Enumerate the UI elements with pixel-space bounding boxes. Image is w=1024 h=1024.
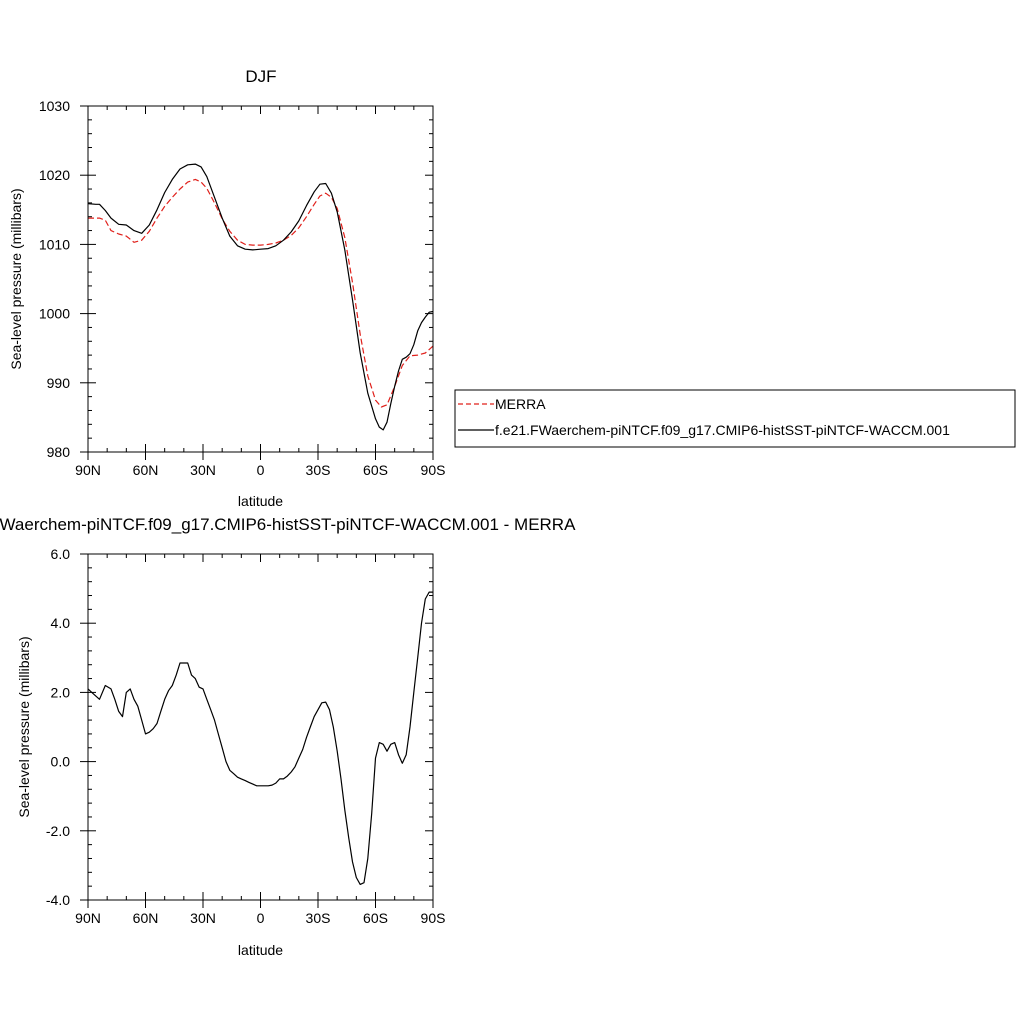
top-plot-frame [87, 105, 434, 453]
bottom-y-tick-label: 2.0 [51, 684, 71, 700]
bottom-panel: f.e21.FWaerchem-piNTCF.f09_g17.CMIP6-his… [0, 515, 576, 958]
legend-label-merra: MERRA [495, 396, 546, 412]
top-x-tick-label: 90N [75, 462, 101, 478]
top-series-line-1 [87, 163, 434, 431]
top-x-axis-title: latitude [238, 493, 283, 509]
bottom-x-axis-title: latitude [238, 942, 283, 958]
top-panel: DJF 90N 60N 30N 0 30S 60S 90S 980 990 1000 1010 102… [8, 67, 445, 509]
top-x-tick-label: 60S [363, 462, 388, 478]
bottom-x-tick-label: 90N [75, 910, 101, 926]
bottom-series-line-0 [87, 591, 433, 886]
bottom-panel-ticks: 90N 60N 30N 0 30S 60S 90S -4.0 -2.0 0.0 2.0 4.0 6.0 [46, 546, 446, 926]
bottom-panel-series [87, 591, 433, 886]
legend-box [454, 389, 1016, 448]
top-x-tick-label: 0 [257, 462, 265, 478]
top-y-axis-title: Sea-level pressure (millibars) [8, 188, 24, 369]
legend: MERRA f.e21.FWaerchem-piNTCF.f09_g17.CMI… [454, 389, 1016, 448]
bottom-y-axis-title: Sea-level pressure (millibars) [16, 636, 32, 817]
bottom-y-tick-label: -4.0 [46, 892, 70, 908]
top-x-tick-label: 60N [133, 462, 159, 478]
bottom-y-tick-label: 4.0 [51, 615, 71, 631]
top-y-tick-label: 1020 [39, 167, 70, 183]
bottom-x-tick-label: 30N [190, 910, 216, 926]
top-x-tick-label: 90S [421, 462, 446, 478]
top-x-tick-label: 30N [190, 462, 216, 478]
bottom-y-tick-label: -2.0 [46, 823, 70, 839]
top-x-tick-label: 30S [306, 462, 331, 478]
bottom-y-tick-label: 0.0 [51, 754, 71, 770]
top-y-tick-label: 1010 [39, 236, 70, 252]
bottom-x-tick-label: 90S [421, 910, 446, 926]
top-y-tick-label: 980 [47, 444, 71, 460]
bottom-x-tick-label: 0 [257, 910, 265, 926]
top-panel-series [87, 163, 434, 431]
top-y-tick-label: 1030 [39, 98, 70, 114]
bottom-x-tick-label: 60S [363, 910, 388, 926]
bottom-panel-title: f.e21.FWaerchem-piNTCF.f09_g17.CMIP6-his… [0, 515, 576, 534]
bottom-plot-frame [87, 553, 434, 901]
top-panel-title: DJF [245, 67, 276, 86]
bottom-x-tick-label: 60N [133, 910, 159, 926]
bottom-x-tick-label: 30S [306, 910, 331, 926]
bottom-y-tick-label: 6.0 [51, 546, 71, 562]
top-y-tick-label: 1000 [39, 306, 70, 322]
top-y-tick-label: 990 [47, 375, 71, 391]
legend-label-model: f.e21.FWaerchem-piNTCF.f09_g17.CMIP6-his… [495, 422, 950, 438]
top-panel-ticks: 90N 60N 30N 0 30S 60S 90S 980 990 1000 1010 1020 103… [39, 98, 446, 478]
top-series-line-0 [88, 178, 434, 408]
